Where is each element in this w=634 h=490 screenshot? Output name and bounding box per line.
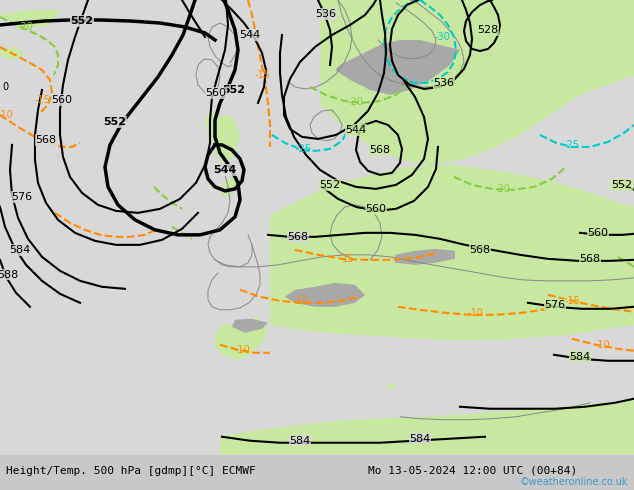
Polygon shape (335, 40, 460, 95)
Text: -20: -20 (17, 22, 33, 32)
Text: 552: 552 (103, 117, 127, 127)
Text: -30: -30 (434, 32, 450, 42)
Text: 560: 560 (365, 204, 387, 214)
Text: ©weatheronline.co.uk: ©weatheronline.co.uk (519, 477, 628, 487)
Text: -25: -25 (296, 144, 312, 154)
Text: Mo 13-05-2024 12:00 UTC (00+84): Mo 13-05-2024 12:00 UTC (00+84) (368, 466, 577, 476)
Polygon shape (222, 177, 238, 197)
Text: -10: -10 (0, 110, 13, 120)
Polygon shape (220, 400, 634, 455)
Polygon shape (362, 60, 425, 83)
Text: 0: 0 (2, 82, 8, 92)
Polygon shape (205, 110, 222, 145)
Text: 568: 568 (579, 254, 600, 264)
Polygon shape (285, 283, 365, 307)
Text: 536: 536 (316, 9, 337, 19)
Polygon shape (215, 317, 268, 360)
Polygon shape (320, 0, 634, 165)
Text: 568: 568 (36, 135, 56, 145)
Polygon shape (210, 115, 240, 165)
Text: 544: 544 (213, 165, 236, 175)
Text: -10: -10 (292, 296, 308, 306)
Text: 584: 584 (10, 245, 30, 255)
Text: 568: 568 (370, 145, 391, 155)
Text: -20: -20 (347, 97, 363, 107)
Text: 560: 560 (51, 95, 72, 105)
Text: 568: 568 (469, 245, 491, 255)
Text: -10: -10 (234, 345, 250, 355)
Text: -20: -20 (494, 184, 510, 194)
Text: 584: 584 (410, 434, 430, 444)
Text: -10: -10 (467, 308, 483, 318)
Text: -15: -15 (34, 95, 50, 105)
Polygon shape (395, 249, 455, 265)
Text: 560: 560 (588, 228, 609, 238)
Text: Height/Temp. 500 hPa [gdmp][°C] ECMWF: Height/Temp. 500 hPa [gdmp][°C] ECMWF (6, 466, 256, 476)
Text: 576: 576 (545, 300, 566, 310)
Polygon shape (387, 383, 395, 390)
Text: -10: -10 (594, 340, 610, 350)
Text: -25: -25 (564, 140, 580, 150)
Text: 544: 544 (240, 30, 261, 40)
Text: 588: 588 (0, 270, 18, 280)
Polygon shape (0, 10, 60, 30)
Polygon shape (232, 319, 268, 333)
Text: 568: 568 (287, 232, 309, 242)
Text: 552: 552 (320, 180, 340, 190)
Text: 576: 576 (11, 192, 32, 202)
Text: 552: 552 (223, 85, 245, 95)
Text: 560: 560 (205, 88, 226, 98)
Text: 584: 584 (289, 436, 311, 446)
Text: 15: 15 (342, 254, 354, 264)
Polygon shape (0, 47, 25, 60)
Polygon shape (270, 165, 634, 340)
Text: -15: -15 (254, 70, 270, 80)
Text: -15: -15 (564, 296, 580, 306)
Text: 552: 552 (611, 180, 633, 190)
Text: 536: 536 (434, 78, 455, 88)
Text: 552: 552 (70, 16, 93, 26)
Text: 528: 528 (477, 25, 498, 35)
Text: 544: 544 (346, 125, 366, 135)
Text: 584: 584 (569, 352, 591, 362)
